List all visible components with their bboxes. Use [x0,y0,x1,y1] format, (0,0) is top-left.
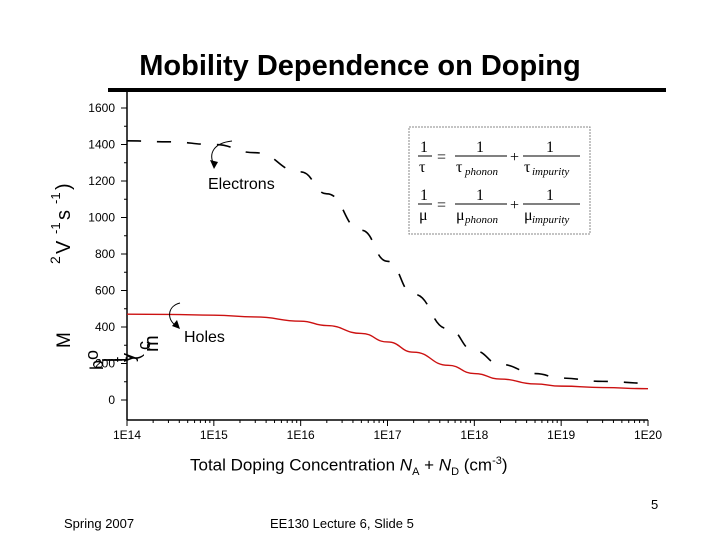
xlabel-unit-exp: -3 [492,455,502,467]
x-tick-label: 1E20 [634,428,662,442]
x-tick-label: 1E18 [460,428,488,442]
f2-lhs-den: μ [419,207,428,224]
ylabel-frag-V: V [53,240,75,254]
ylabel-frag-l: l [101,358,121,362]
f1-eq: = [437,149,446,166]
x-tick-label: 1E14 [113,428,141,442]
footer-course: EE130 Lecture 6, Slide 5 [270,516,414,531]
f1-t2-den: τ [524,159,531,176]
annotation-electrons: Electrons [208,176,275,193]
ylabel-frag-M: M [54,332,75,348]
ylabel-frag-i: i [96,358,116,362]
f1-t2-sub: impurity [532,166,569,178]
y-ticks: 0 200 400 600 800 1000 1200 1400 1600 [88,101,127,407]
footer-date: Spring 2007 [64,516,135,531]
x-tick-label: 1E15 [200,428,228,442]
xlabel-na-sub: A [412,466,420,479]
series-line-holes [126,313,649,390]
xlabel-na: N [399,455,413,475]
x-ticks: 1E14 1E15 1E16 1E17 1E18 1E19 1E20 [113,420,662,442]
ylabel-frag-neg1b: -1 [48,192,63,204]
f2-t2-num: 1 [546,187,554,204]
y-tick-label: 600 [95,284,115,298]
electrons-arrowhead [210,160,218,169]
f1-t1-den: τ [456,159,463,176]
y-tick-label: 1200 [88,174,115,188]
f2-t2-sub: impurity [532,214,569,226]
ylabel-frag-c: c [134,341,154,350]
ylabel-frag-m: m [141,335,163,352]
f1-lhs-den: τ [419,159,426,176]
f1-plus: + [510,149,519,166]
ylabel-frag-s: s [53,210,75,220]
y-tick-label: 800 [95,247,115,261]
f2-t1-den: μ [456,207,465,224]
f2-plus: + [510,197,519,214]
f2-t1-num: 1 [476,187,484,204]
xlabel-unit-open: (cm [459,455,493,475]
f1-t1-num: 1 [476,139,484,156]
y-tick-label: 1600 [88,101,115,115]
xlabel-nd-sub: D [451,466,460,479]
page-number: 5 [651,497,659,512]
y-tick-label: 0 [108,393,115,407]
title-divider [108,88,666,92]
x-tick-label: 1E17 [373,428,401,442]
y-tick-label: 200 [95,357,115,371]
mobility-formula-box: 1 τ = 1 τ phonon + 1 τ impurity 1 μ = 1 … [408,126,591,235]
x-axis-label: Total Doping Concentration NA + ND (cm-3… [190,455,508,478]
ylabel-frag-t: t [111,357,131,362]
ylabel-frag-y: y [118,353,138,362]
ylabel-frag-close: ) [53,183,75,190]
x-tick-label: 1E19 [547,428,575,442]
f2-t1-sub: phonon [464,214,499,226]
series-layer [126,140,649,390]
ylabel-frag-b: b [87,360,107,370]
xlabel-plus: + [419,455,439,475]
ylabel-frag-o: o [82,350,102,360]
y-axis-label: M o b i l i t y ( c m 2 V -1 s -1 ) [47,183,163,370]
xlabel-unit-close: ) [501,455,508,475]
annotation-holes: Holes [184,329,225,346]
f1-lhs-num: 1 [420,139,428,156]
holes-arrowhead [172,320,180,329]
f1-t1-sub: phonon [464,166,499,178]
slide-title: Mobility Dependence on Doping [139,50,581,82]
f2-lhs-num: 1 [420,187,428,204]
y-tick-label: 1400 [88,138,115,152]
x-tick-label: 1E16 [287,428,315,442]
formula-frame [408,126,591,235]
ylabel-frag-2: 2 [47,256,63,264]
ylabel-frag-neg1a: -1 [48,222,63,234]
y-tick-label: 1000 [88,211,115,225]
y-tick-label: 400 [95,320,115,334]
f2-t2-den: μ [524,207,533,224]
xlabel-nd: N [438,455,452,475]
ylabel-frag-i2: i [106,358,126,362]
series-line-electrons [126,140,649,385]
ylabel-frag-paren: ( [124,354,144,360]
xlabel-prefix: Total Doping Concentration [190,455,400,475]
f2-eq: = [437,197,446,214]
f1-t2-num: 1 [546,139,554,156]
